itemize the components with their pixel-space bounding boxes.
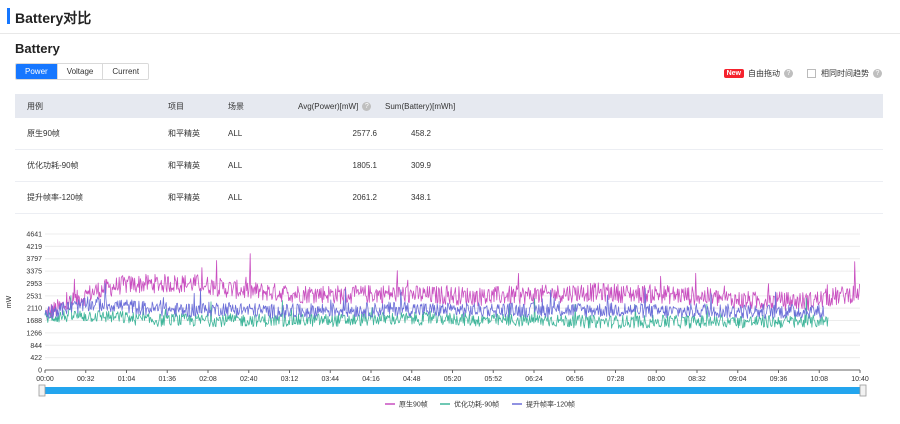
metric-tabs: Power Voltage Current	[15, 63, 150, 80]
y-tick-label: 1688	[26, 318, 42, 325]
tab-voltage[interactable]: Voltage	[57, 64, 104, 79]
x-tick-label: 01:04	[118, 376, 136, 383]
zoom-slider-right-handle	[859, 384, 867, 397]
power-line-chart: 4641 4219 3797 3375 2953 2531 2110 1688 1266 844 4…	[6, 232, 869, 409]
x-tick-label: 10:08	[810, 376, 828, 383]
section-title: Battery	[15, 41, 60, 56]
cell-project: 和平精英	[168, 161, 200, 170]
power-chart: 4641 4219 3797 3375 2953 2531 2110 1688 1266 844 4…	[0, 226, 900, 424]
column-header-scene: 场景	[228, 101, 244, 111]
y-tick-label: 422	[30, 355, 42, 362]
cell-avg-power: 2061.2	[352, 193, 377, 202]
y-tick-label: 4641	[26, 232, 42, 239]
cell-scene: ALL	[228, 129, 243, 138]
x-tick-label: 03:44	[321, 376, 339, 383]
y-tick-label: 2110	[27, 306, 42, 313]
x-tick-label: 02:08	[199, 376, 217, 383]
x-tick-label: 04:48	[403, 376, 421, 383]
header-accent-bar	[7, 8, 10, 24]
help-icon[interactable]: ?	[873, 69, 882, 78]
x-tick-label: 04:16	[362, 376, 380, 383]
x-tick-label: 07:28	[607, 376, 625, 383]
help-icon[interactable]: ?	[362, 101, 372, 111]
y-tick-label: 2531	[26, 293, 42, 300]
x-tick-label: 05:52	[484, 376, 502, 383]
table-header-row: 用例 项目 场景 Avg(Power)[mW] ? Sum(Battery)[m…	[15, 94, 883, 118]
table-row: 提升帧率-120帧 和平精英 ALL 2061.2 348.1	[15, 182, 883, 214]
page-title: Battery对比	[15, 10, 92, 26]
legend-item: 提升帧率-120帧	[526, 400, 575, 409]
zoom-slider-left-handle	[38, 384, 46, 397]
x-tick-label: 08:32	[688, 376, 706, 383]
tab-power[interactable]: Power	[16, 64, 58, 79]
cell-project: 和平精英	[168, 129, 200, 138]
same-time-trend-label: 相同时间趋势	[821, 69, 869, 78]
y-axis-label: mW	[6, 295, 13, 308]
series-line	[44, 282, 825, 320]
x-tick-label: 03:12	[281, 376, 299, 383]
table-row: 原生90帧 和平精英 ALL 2577.6 458.2	[15, 118, 883, 150]
legend-item: 优化功耗-90帧	[454, 400, 499, 409]
x-tick-label: 00:32	[77, 376, 95, 383]
x-tick-label: 02:40	[240, 376, 258, 383]
column-header-case: 用例	[27, 101, 43, 111]
cell-case: 原生90帧	[27, 129, 60, 138]
legend-item: 原生90帧	[399, 400, 428, 409]
cell-case: 提升帧率-120帧	[27, 193, 84, 202]
x-tick-label: 05:20	[444, 376, 462, 383]
free-drag-label[interactable]: 自由拖动	[748, 69, 780, 78]
x-tick-label: 00:00	[36, 376, 54, 383]
y-tick-label: 1266	[26, 330, 42, 337]
zoom-slider-track	[41, 387, 864, 394]
x-tick-label: 10:40	[851, 376, 869, 383]
x-tick-label: 06:24	[525, 376, 543, 383]
cell-scene: ALL	[228, 193, 243, 202]
cell-sum-battery: 309.9	[410, 161, 431, 170]
same-time-trend-checkbox[interactable]	[807, 69, 816, 78]
cell-case: 优化功耗-90帧	[27, 161, 79, 170]
y-tick-label: 4219	[26, 244, 42, 251]
cell-sum-battery: 458.2	[410, 129, 431, 138]
y-tick-label: 3797	[26, 256, 42, 263]
y-tick-label: 0	[38, 368, 42, 375]
cell-avg-power: 2577.6	[352, 129, 377, 138]
column-header-project: 项目	[168, 101, 184, 111]
x-tick-label: 01:36	[158, 376, 176, 383]
cell-scene: ALL	[228, 161, 243, 170]
cell-sum-battery: 348.1	[410, 193, 431, 202]
chart-options: New 自由拖动 ? 相同时间趋势 ?	[723, 68, 882, 79]
x-tick-label: 06:56	[566, 376, 584, 383]
x-tick-label: 09:36	[770, 376, 788, 383]
x-tick-label: 08:00	[647, 376, 665, 383]
new-badge: New	[723, 69, 744, 78]
battery-table: 用例 项目 场景 Avg(Power)[mW] ? Sum(Battery)[m…	[15, 94, 883, 214]
y-tick-label: 3375	[26, 269, 42, 276]
y-tick-label: 2953	[26, 281, 42, 288]
column-header-sum-battery: Sum(Battery)[mWh]	[385, 101, 456, 111]
tab-current[interactable]: Current	[103, 64, 149, 79]
avg-power-header-label: Avg(Power)[mW]	[298, 101, 359, 111]
x-tick-label: 09:04	[729, 376, 747, 383]
cell-project: 和平精英	[168, 193, 200, 202]
y-tick-label: 844	[30, 343, 42, 350]
cell-avg-power: 1805.1	[352, 161, 377, 170]
column-header-avg-power: Avg(Power)[mW] ?	[298, 94, 372, 118]
help-icon[interactable]: ?	[784, 69, 793, 78]
page-header: Battery对比	[0, 0, 900, 34]
series-line	[44, 253, 860, 320]
table-row: 优化功耗-90帧 和平精英 ALL 1805.1 309.9	[15, 150, 883, 182]
